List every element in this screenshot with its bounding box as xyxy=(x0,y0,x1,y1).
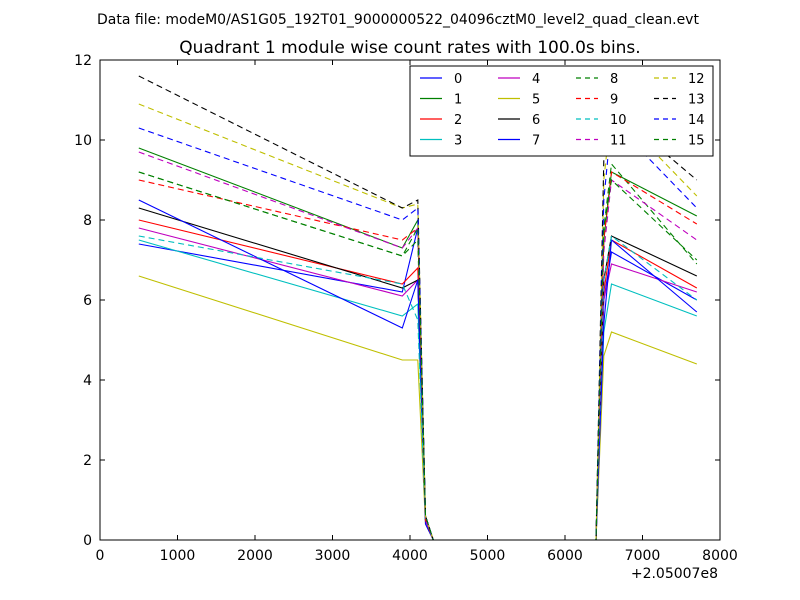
series-line-10 xyxy=(138,235,698,541)
x-offset-label: +2.05007e8 xyxy=(631,566,718,582)
legend-label-8: 8 xyxy=(610,72,618,87)
y-tick-label: 12 xyxy=(74,53,92,69)
x-tick-label: 5000 xyxy=(470,548,506,564)
x-tick-label: 7000 xyxy=(625,548,661,564)
legend-label-11: 11 xyxy=(610,134,627,149)
legend-label-3: 3 xyxy=(454,134,462,149)
legend-label-0: 0 xyxy=(454,72,462,87)
x-tick-label: 2000 xyxy=(237,548,273,564)
series-line-15 xyxy=(138,171,698,541)
legend-label-4: 4 xyxy=(532,72,540,87)
chart-title: Quadrant 1 module wise count rates with … xyxy=(179,38,640,58)
legend-label-14: 14 xyxy=(688,113,705,128)
x-tick-label: 0 xyxy=(96,548,105,564)
y-tick-label: 0 xyxy=(83,533,92,549)
series-line-14 xyxy=(138,118,698,541)
x-tick-label: 3000 xyxy=(315,548,351,564)
legend-label-10: 10 xyxy=(610,113,627,128)
legend-label-13: 13 xyxy=(688,93,705,108)
x-tick-label: 8000 xyxy=(702,548,738,564)
legend-label-5: 5 xyxy=(532,93,540,108)
y-tick-label: 2 xyxy=(83,453,92,469)
legend-label-2: 2 xyxy=(454,113,462,128)
y-tick-label: 10 xyxy=(74,133,92,149)
x-tick-label: 6000 xyxy=(547,548,583,564)
x-tick-label: 1000 xyxy=(160,548,196,564)
x-tick-label: 4000 xyxy=(392,548,428,564)
legend-box xyxy=(409,65,714,157)
legend-label-1: 1 xyxy=(454,93,462,108)
legend-label-9: 9 xyxy=(610,93,618,108)
y-tick-label: 6 xyxy=(83,293,92,309)
figure-supertitle: Data file: modeM0/AS1G05_192T01_90000005… xyxy=(97,12,699,28)
y-tick-label: 4 xyxy=(83,373,92,389)
legend-label-15: 15 xyxy=(688,134,705,149)
ticks-layer: 0 1000 2000 3000 4000 5000 6000 7000 80000246810… xyxy=(74,53,738,564)
y-tick-label: 8 xyxy=(83,213,92,229)
legend-label-7: 7 xyxy=(532,134,540,149)
legend-label-6: 6 xyxy=(532,113,540,128)
series-line-11 xyxy=(138,151,698,541)
legend-label-12: 12 xyxy=(688,72,705,87)
